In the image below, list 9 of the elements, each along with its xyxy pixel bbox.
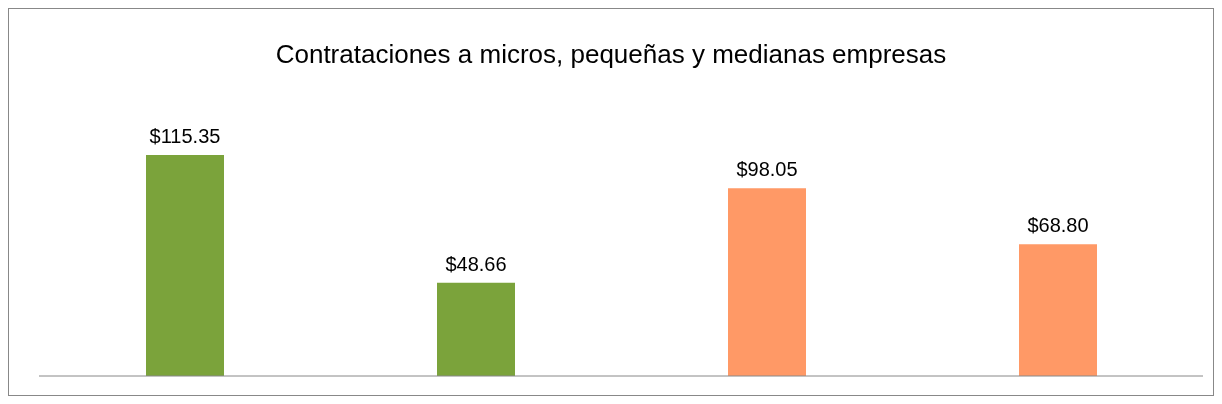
data-label: $98.05 — [736, 158, 798, 181]
data-label: $68.80 — [1027, 214, 1089, 237]
bar — [728, 188, 806, 376]
bar — [1019, 244, 1097, 376]
data-label: $48.66 — [445, 252, 507, 275]
bar — [437, 282, 515, 376]
bar — [146, 155, 224, 376]
chart-title: Contrataciones a micros, pequeñas y medianas empresas — [274, 39, 948, 70]
data-label: $115.35 — [149, 125, 221, 147]
